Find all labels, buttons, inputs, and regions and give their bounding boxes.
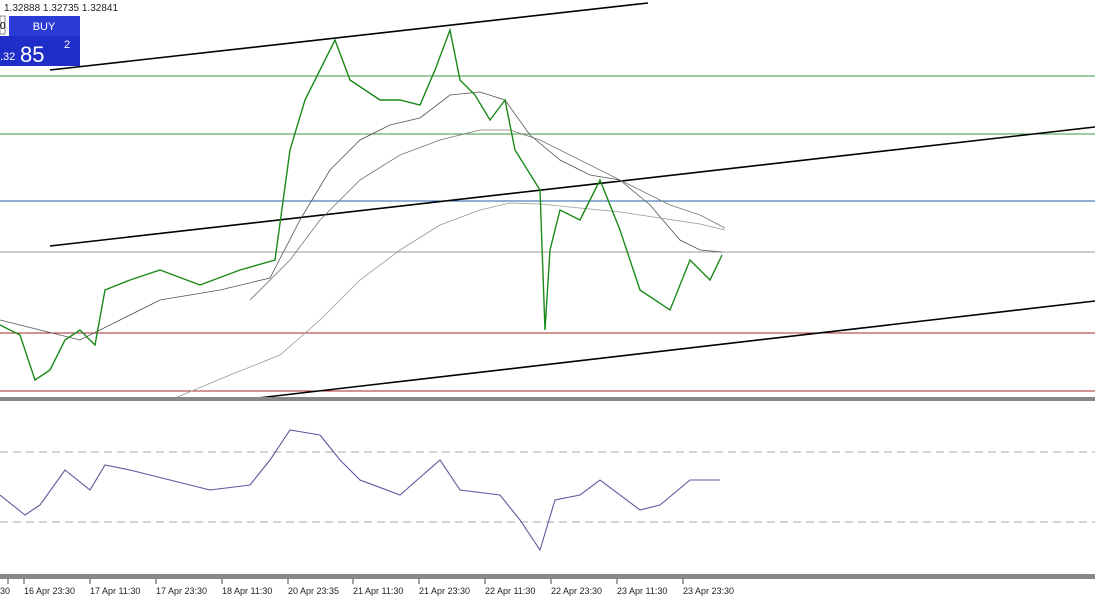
price-line bbox=[0, 27, 723, 382]
indicator-line bbox=[0, 429, 720, 552]
x-axis-label: 17 Apr 11:30 bbox=[90, 586, 140, 596]
ohlc-text: 1.32888 1.32735 1.32841 bbox=[4, 3, 118, 14]
price-big: 85 bbox=[20, 42, 44, 67]
x-axis-label: 21 Apr 11:30 bbox=[353, 586, 403, 596]
x-axis-label: 22 Apr 23:30 bbox=[551, 586, 602, 596]
x-axis: 30 16 Apr 23:30 17 Apr 11:30 17 Apr 23:30 18… bbox=[0, 579, 734, 596]
x-axis-label: 22 Apr 11:30 bbox=[485, 586, 535, 596]
panel-separator bbox=[0, 397, 1095, 401]
trend-line bbox=[257, 300, 1095, 399]
x-axis-label: 30 bbox=[0, 586, 10, 596]
buy-label: BUY bbox=[33, 21, 56, 33]
buy-price-box[interactable] bbox=[0, 36, 80, 66]
symbol-text: 0 bbox=[0, 21, 6, 32]
x-axis-label: 17 Apr 23:30 bbox=[156, 586, 207, 596]
x-axis-label: 23 Apr 11:30 bbox=[617, 586, 667, 596]
symbol-box bbox=[0, 15, 6, 35]
x-axis-label: 20 Apr 23:35 bbox=[288, 586, 339, 596]
moving-average bbox=[249, 129, 726, 301]
moving-average bbox=[174, 202, 726, 399]
x-axis-label: 18 Apr 11:30 bbox=[222, 586, 272, 596]
price-prefix: .32 bbox=[0, 51, 15, 63]
trend-line bbox=[49, 2, 649, 71]
x-axis-label: 21 Apr 23:30 bbox=[419, 586, 470, 596]
moving-average bbox=[0, 91, 723, 341]
x-axis-label: 16 Apr 23:30 bbox=[24, 586, 75, 596]
trend-line bbox=[49, 126, 1095, 247]
x-axis-label: 23 Apr 23:30 bbox=[683, 586, 734, 596]
price-small: 2 bbox=[64, 39, 70, 51]
buy-button[interactable] bbox=[9, 16, 80, 36]
panel-separator bbox=[0, 574, 1095, 579]
